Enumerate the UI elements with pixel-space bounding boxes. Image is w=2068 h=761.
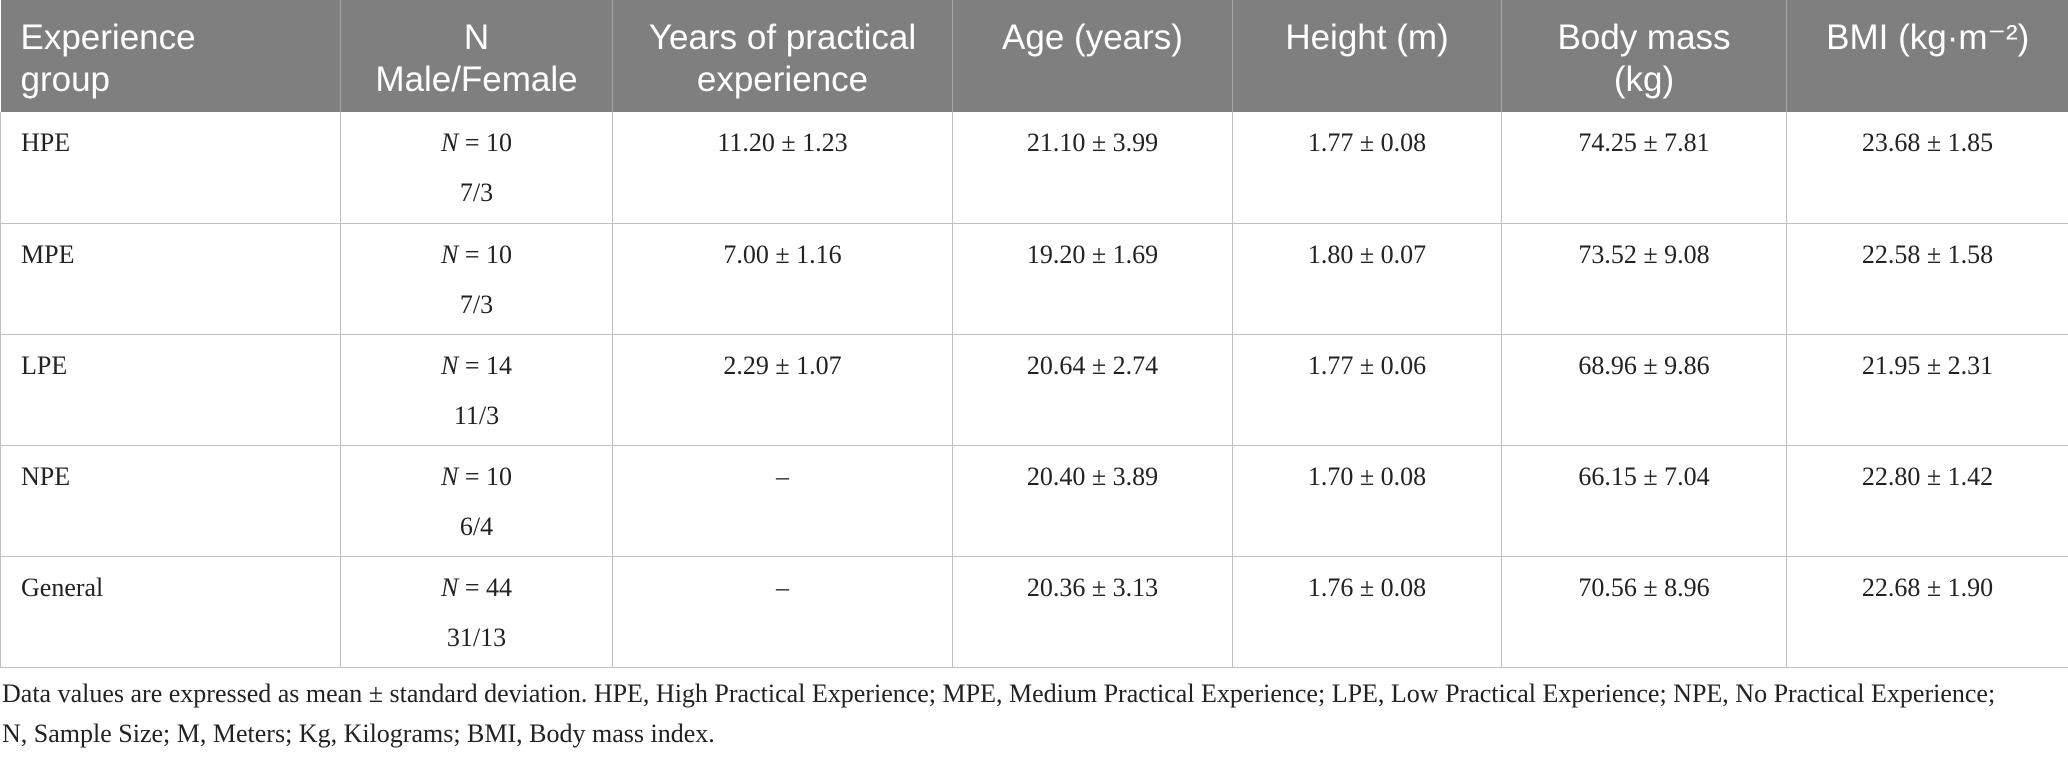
cell-mass: 68.96 ± 9.86 [1501, 334, 1787, 446]
footnote-line: Data values are expressed as mean ± stan… [2, 679, 1996, 708]
cell-bmi: 22.68 ± 1.90 [1786, 556, 2068, 668]
data-table: Experience group N Male/Female Years of … [0, 0, 2068, 668]
cell-years: 11.20 ± 1.23 [612, 112, 953, 224]
n-count: N = 10 [351, 452, 602, 502]
sex-ratio: 31/13 [446, 622, 507, 652]
header-n: N Male/Female [340, 0, 613, 112]
cell-height: 1.77 ± 0.08 [1232, 112, 1502, 224]
header-row: Experience group N Male/Female Years of … [0, 0, 2068, 112]
header-body-mass: Body mass (kg) [1501, 0, 1787, 112]
cell-years: – [612, 445, 953, 557]
n-symbol: N [440, 572, 459, 602]
n-symbol: N [440, 350, 459, 380]
header-experience-group: Experience group [0, 0, 341, 112]
cell-mass: 66.15 ± 7.04 [1501, 445, 1787, 557]
header-years-experience: Years of practical experience [612, 0, 953, 112]
cell-age: 20.36 ± 3.13 [952, 556, 1233, 668]
n-value: = 10 [464, 128, 512, 157]
cell-age: 20.40 ± 3.89 [952, 445, 1233, 557]
sex-ratio: 6/4 [459, 511, 494, 541]
cell-n: N = 10 6/4 [340, 445, 613, 557]
n-value: = 44 [464, 572, 512, 602]
cell-bmi: 21.95 ± 2.31 [1786, 334, 2068, 446]
header-bmi: BMI (kg·m⁻²) [1786, 0, 2068, 112]
header-text: Experience [20, 18, 196, 57]
table-row: HPE N = 10 7/3 11.20 ± 1.23 21.10 ± 3.99… [0, 112, 2068, 224]
cell-height: 1.80 ± 0.07 [1232, 223, 1502, 335]
cell-n: N = 14 11/3 [340, 334, 613, 446]
header-text: Age (years) [1002, 18, 1183, 57]
n-value: = 14 [464, 350, 512, 380]
cell-height: 1.76 ± 0.08 [1232, 556, 1502, 668]
cell-mass: 70.56 ± 8.96 [1501, 556, 1787, 668]
sex-ratio: 11/3 [453, 400, 500, 430]
cell-years: – [612, 556, 953, 668]
table-footnote: Data values are expressed as mean ± stan… [0, 674, 2068, 754]
n-symbol: N [440, 239, 459, 269]
header-text: Male/Female [375, 60, 578, 99]
n-count: N = 14 [351, 341, 602, 391]
header-text: Body mass [1557, 18, 1731, 57]
header-text: Height (m) [1285, 18, 1449, 57]
cell-n: N = 10 7/3 [340, 112, 613, 224]
cell-group: LPE [0, 334, 341, 446]
n-count: N = 44 [351, 563, 602, 613]
header-text: group [20, 60, 111, 99]
cell-bmi: 23.68 ± 1.85 [1786, 112, 2068, 224]
cell-height: 1.70 ± 0.08 [1232, 445, 1502, 557]
table-row: General N = 44 31/13 – 20.36 ± 3.13 1.76… [0, 556, 2068, 668]
n-symbol: N [440, 461, 459, 491]
cell-n: N = 10 7/3 [340, 223, 613, 335]
n-value: = 10 [464, 461, 512, 491]
cell-n: N = 44 31/13 [340, 556, 613, 668]
cell-group: MPE [0, 223, 341, 335]
cell-mass: 73.52 ± 9.08 [1501, 223, 1787, 335]
header-age: Age (years) [952, 0, 1233, 112]
footnote-line: N, Sample Size; M, Meters; Kg, Kilograms… [2, 719, 715, 748]
header-text: experience [696, 60, 869, 99]
cell-age: 20.64 ± 2.74 [952, 334, 1233, 446]
header-text: N [463, 18, 490, 57]
n-count: N = 10 [351, 230, 602, 280]
cell-age: 21.10 ± 3.99 [952, 112, 1233, 224]
n-symbol: N [440, 128, 459, 157]
header-text: BMI (kg·m⁻²) [1826, 18, 2030, 57]
table-row: NPE N = 10 6/4 – 20.40 ± 3.89 1.70 ± 0.0… [0, 445, 2068, 557]
cell-group: HPE [0, 112, 341, 224]
cell-bmi: 22.58 ± 1.58 [1786, 223, 2068, 335]
header-text: (kg) [1613, 60, 1675, 99]
cell-bmi: 22.80 ± 1.42 [1786, 445, 2068, 557]
cell-mass: 74.25 ± 7.81 [1501, 112, 1787, 224]
cell-age: 19.20 ± 1.69 [952, 223, 1233, 335]
table-row: LPE N = 14 11/3 2.29 ± 1.07 20.64 ± 2.74… [0, 334, 2068, 446]
sex-ratio: 7/3 [459, 178, 494, 207]
n-count: N = 10 [351, 118, 602, 168]
cell-group: NPE [0, 445, 341, 557]
header-height: Height (m) [1232, 0, 1502, 112]
sex-ratio: 7/3 [459, 289, 494, 319]
cell-height: 1.77 ± 0.06 [1232, 334, 1502, 446]
cell-years: 2.29 ± 1.07 [612, 334, 953, 446]
n-value: = 10 [464, 239, 512, 269]
cell-group: General [0, 556, 341, 668]
table-row: MPE N = 10 7/3 7.00 ± 1.16 19.20 ± 1.69 … [0, 223, 2068, 335]
header-text: Years of practical [648, 18, 917, 57]
cell-years: 7.00 ± 1.16 [612, 223, 953, 335]
